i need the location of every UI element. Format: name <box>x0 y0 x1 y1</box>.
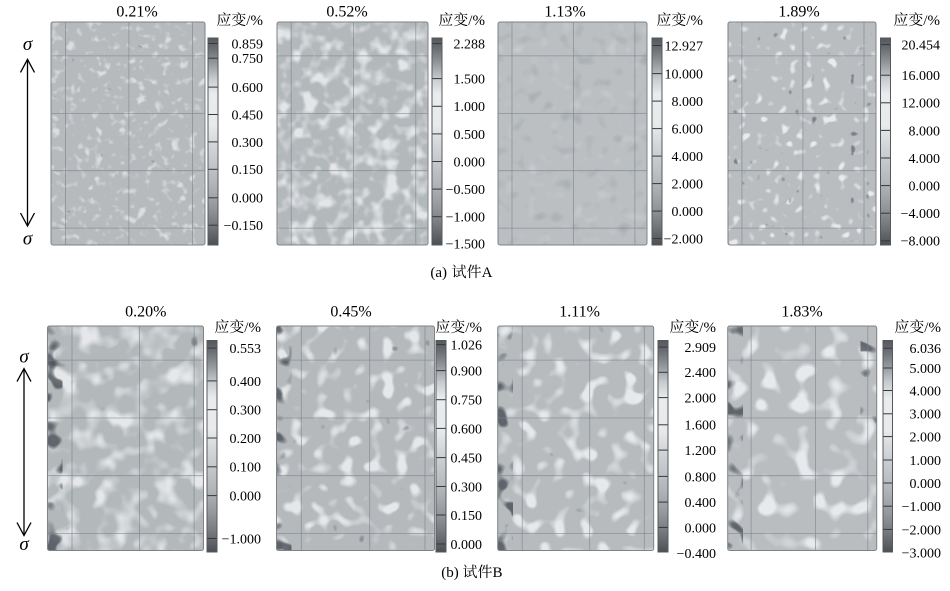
svg-text:−1.000: −1.000 <box>446 211 485 226</box>
svg-text:20.454: 20.454 <box>902 39 941 54</box>
svg-text:−0.400: −0.400 <box>677 547 716 562</box>
svg-text:0.000: 0.000 <box>672 205 704 220</box>
svg-text:5.000: 5.000 <box>910 362 942 377</box>
svg-text:0.45%: 0.45% <box>330 303 371 320</box>
svg-text:0.400: 0.400 <box>685 496 717 511</box>
svg-text:A: A <box>482 265 493 281</box>
svg-text:0.000: 0.000 <box>910 477 942 492</box>
svg-text:0.000: 0.000 <box>451 538 483 553</box>
svg-text:0.000: 0.000 <box>230 490 262 505</box>
svg-text:3.000: 3.000 <box>910 408 942 423</box>
svg-text:1.11%: 1.11% <box>559 303 600 320</box>
svg-text:10.000: 10.000 <box>665 68 704 83</box>
svg-text:−1.000: −1.000 <box>222 532 261 547</box>
svg-text:−4.000: −4.000 <box>901 207 940 222</box>
svg-text:0.100: 0.100 <box>230 461 262 476</box>
svg-text:σ: σ <box>19 347 29 368</box>
svg-text:2.288: 2.288 <box>454 38 486 53</box>
svg-text:0.500: 0.500 <box>454 128 486 143</box>
svg-text:−2.000: −2.000 <box>902 523 941 538</box>
svg-text:4.000: 4.000 <box>672 150 704 165</box>
svg-text:0.000: 0.000 <box>454 155 486 170</box>
svg-text:4.000: 4.000 <box>910 384 942 399</box>
svg-text:0.750: 0.750 <box>232 52 264 67</box>
svg-text:σ: σ <box>19 534 29 555</box>
svg-text:/%: /% <box>924 320 941 336</box>
svg-text:−1.000: −1.000 <box>902 500 941 515</box>
svg-text:16.000: 16.000 <box>902 69 941 84</box>
svg-text:−3.000: −3.000 <box>902 546 941 561</box>
svg-text:0.000: 0.000 <box>909 180 941 195</box>
svg-text:0.800: 0.800 <box>685 470 717 485</box>
svg-text:0.553: 0.553 <box>230 342 262 357</box>
svg-text:1.000: 1.000 <box>910 454 942 469</box>
svg-text:2.909: 2.909 <box>685 341 717 356</box>
svg-text:0.000: 0.000 <box>685 521 717 536</box>
svg-text:2.000: 2.000 <box>685 392 717 407</box>
svg-text:−2.000: −2.000 <box>664 233 703 248</box>
svg-text:0.300: 0.300 <box>232 136 264 151</box>
svg-text:6.036: 6.036 <box>910 342 942 357</box>
svg-text:12.000: 12.000 <box>902 97 941 112</box>
svg-text:1.89%: 1.89% <box>778 4 819 21</box>
svg-text:1.600: 1.600 <box>685 419 717 434</box>
svg-text:(a): (a) <box>430 265 450 281</box>
svg-text:4.000: 4.000 <box>909 152 941 167</box>
svg-text:0.000: 0.000 <box>232 192 264 207</box>
svg-text:/%: /% <box>699 320 716 336</box>
svg-text:0.300: 0.300 <box>451 480 483 495</box>
svg-text:/%: /% <box>246 13 263 29</box>
svg-text:6.000: 6.000 <box>672 123 704 138</box>
svg-text:0.20%: 0.20% <box>125 303 166 320</box>
svg-text:/%: /% <box>244 320 261 336</box>
svg-text:8.000: 8.000 <box>909 124 941 139</box>
svg-text:0.450: 0.450 <box>451 452 483 467</box>
svg-text:0.150: 0.150 <box>451 509 483 524</box>
svg-text:0.400: 0.400 <box>230 375 262 390</box>
svg-text:1.83%: 1.83% <box>781 303 822 320</box>
svg-text:0.300: 0.300 <box>230 404 262 419</box>
svg-text:0.900: 0.900 <box>451 365 483 380</box>
svg-text:2.400: 2.400 <box>685 366 717 381</box>
svg-text:0.52%: 0.52% <box>326 4 367 21</box>
svg-text:−0.150: −0.150 <box>224 219 263 234</box>
svg-text:0.600: 0.600 <box>451 422 483 437</box>
svg-text:0.450: 0.450 <box>232 108 264 123</box>
svg-text:/%: /% <box>468 13 485 29</box>
svg-text:2.000: 2.000 <box>672 178 704 193</box>
svg-text:1.000: 1.000 <box>454 100 486 115</box>
svg-text:−0.500: −0.500 <box>446 183 485 198</box>
svg-text:0.21%: 0.21% <box>116 4 157 21</box>
svg-text:−1.500: −1.500 <box>446 237 485 252</box>
svg-text:σ: σ <box>23 228 33 249</box>
svg-text:1.500: 1.500 <box>454 73 486 88</box>
svg-text:1.026: 1.026 <box>451 339 483 354</box>
svg-text:0.600: 0.600 <box>232 81 264 96</box>
svg-text:0.859: 0.859 <box>232 37 264 52</box>
svg-text:1.200: 1.200 <box>685 444 717 459</box>
svg-text:0.150: 0.150 <box>232 163 264 178</box>
svg-text:8.000: 8.000 <box>672 95 704 110</box>
svg-text:0.200: 0.200 <box>230 432 262 447</box>
svg-text:0.750: 0.750 <box>451 394 483 409</box>
svg-text:−8.000: −8.000 <box>901 235 940 250</box>
svg-text:2.000: 2.000 <box>910 431 942 446</box>
svg-text:(b): (b) <box>441 565 462 581</box>
svg-text:/%: /% <box>465 320 482 336</box>
svg-text:/%: /% <box>686 13 703 29</box>
svg-text:1.13%: 1.13% <box>544 4 585 21</box>
svg-text:12.927: 12.927 <box>665 39 704 54</box>
svg-text:B: B <box>493 565 503 581</box>
svg-text:/%: /% <box>923 13 940 29</box>
svg-text:σ: σ <box>23 34 33 55</box>
